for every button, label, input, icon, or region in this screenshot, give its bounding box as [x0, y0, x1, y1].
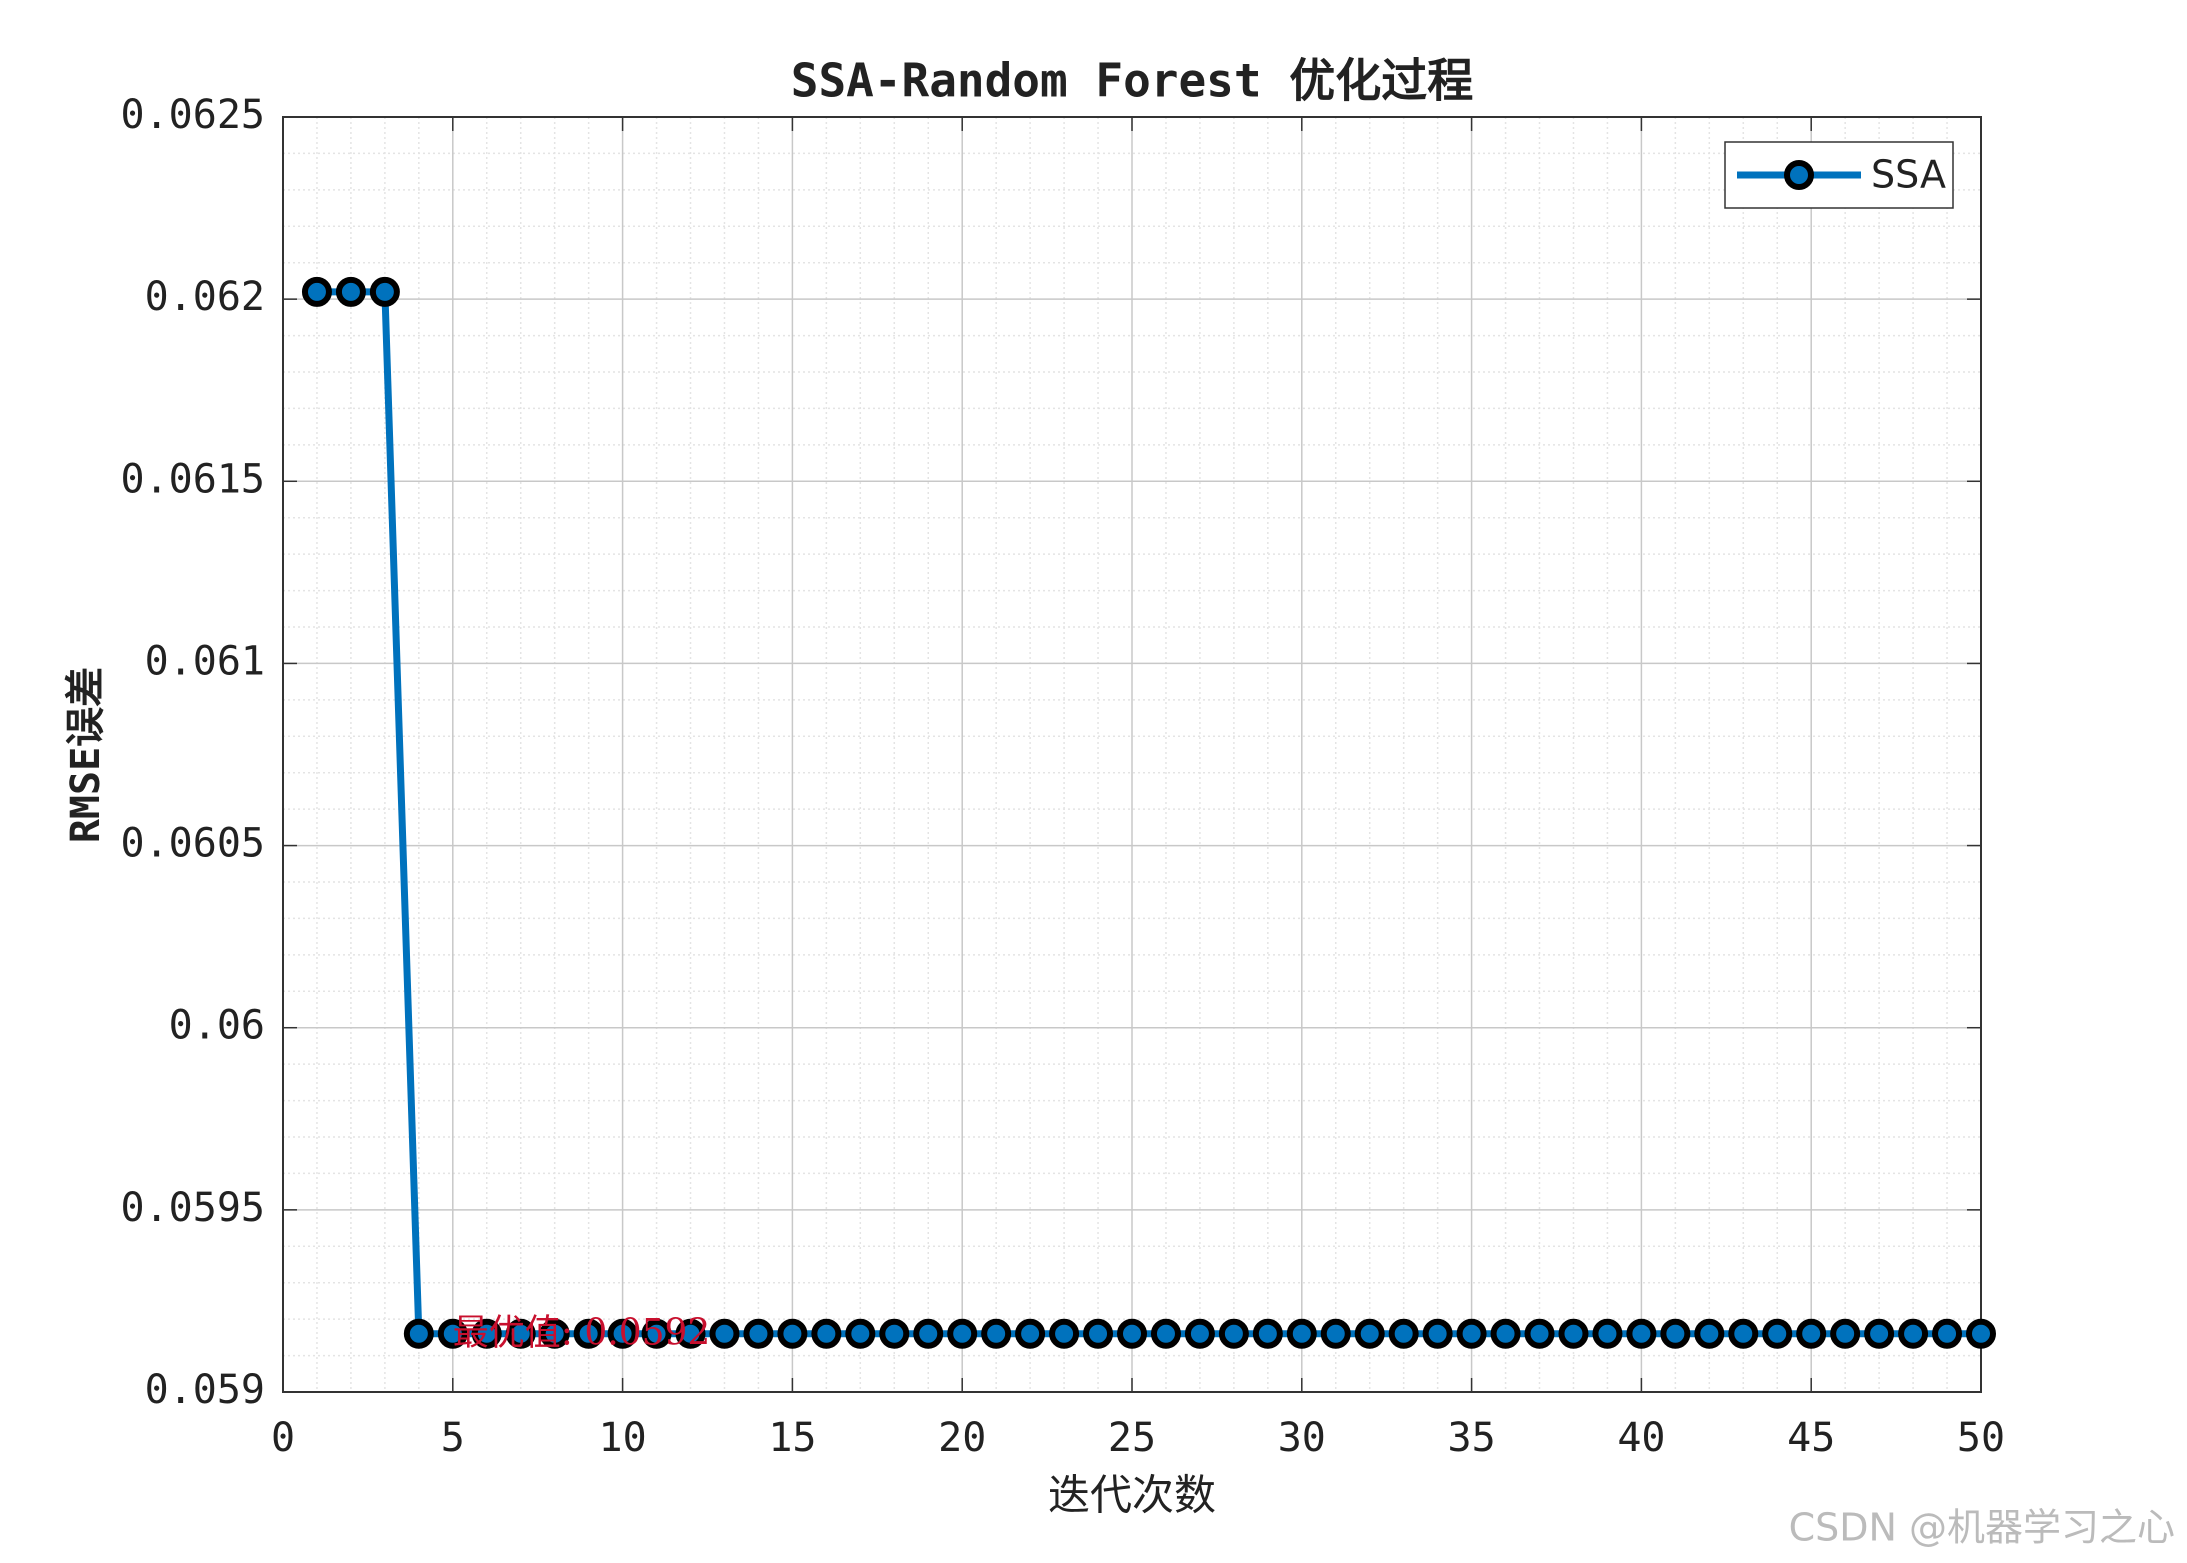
data-point: [1252, 1318, 1283, 1349]
data-point: [743, 1318, 774, 1349]
data-point: [845, 1318, 876, 1349]
data-point: [1218, 1318, 1249, 1349]
x-tick-label: 0: [271, 1415, 295, 1461]
data-point: [1864, 1318, 1895, 1349]
x-tick-label: 45: [1787, 1415, 1835, 1461]
data-point: [539, 1318, 570, 1349]
data-point: [1286, 1318, 1317, 1349]
data-point: [641, 1318, 672, 1349]
data-point: [1932, 1318, 1963, 1349]
data-point: [403, 1318, 434, 1349]
y-tick-label: 0.0605: [121, 821, 266, 867]
data-point: [709, 1318, 740, 1349]
y-tick-label: 0.06: [169, 1003, 265, 1049]
data-point: [879, 1318, 910, 1349]
x-tick-label: 50: [1957, 1415, 2005, 1461]
x-tick-label: 5: [441, 1415, 465, 1461]
data-point: [1015, 1318, 1046, 1349]
y-tick-label: 0.059: [145, 1367, 265, 1413]
chart-title: SSA-Random Forest 优化过程: [791, 54, 1474, 108]
data-point: [811, 1318, 842, 1349]
data-point: [1796, 1318, 1827, 1349]
x-tick-label: 25: [1108, 1415, 1156, 1461]
data-point: [573, 1318, 604, 1349]
legend-label: SSA: [1871, 153, 1946, 197]
data-point: [471, 1318, 502, 1349]
data-point: [1830, 1318, 1861, 1349]
data-point: [1898, 1318, 1929, 1349]
data-point: [777, 1318, 808, 1349]
y-axis-label: RMSE误差: [63, 667, 109, 843]
x-tick-label: 35: [1448, 1415, 1496, 1461]
x-tick-label: 10: [599, 1415, 647, 1461]
data-point: [947, 1318, 978, 1349]
data-point: [1558, 1318, 1589, 1349]
data-point: [505, 1318, 536, 1349]
data-point: [981, 1318, 1012, 1349]
watermark: CSDN @机器学习之心: [1789, 1506, 2175, 1550]
data-point: [1660, 1318, 1691, 1349]
y-tick-label: 0.0625: [121, 92, 266, 138]
y-tick-label: 0.0595: [121, 1185, 266, 1231]
legend-marker: [1784, 160, 1814, 190]
data-point: [1490, 1318, 1521, 1349]
data-point: [675, 1318, 706, 1349]
data-point: [1626, 1318, 1657, 1349]
x-tick-label: 40: [1617, 1415, 1665, 1461]
data-point: [1049, 1318, 1080, 1349]
data-point: [607, 1318, 638, 1349]
data-point: [301, 276, 332, 307]
data-point: [1728, 1318, 1759, 1349]
data-point: [369, 276, 400, 307]
data-point: [1762, 1318, 1793, 1349]
y-tick-label: 0.061: [145, 638, 265, 684]
data-point: [1117, 1318, 1147, 1349]
data-point: [1422, 1318, 1453, 1349]
annotation: 最优值: 0.0592: [453, 1313, 711, 1354]
data-point: [1320, 1318, 1351, 1349]
data-point: [1354, 1318, 1385, 1349]
data-point: [335, 276, 366, 307]
x-axis-label: 迭代次数: [1048, 1471, 1216, 1520]
y-tick-label: 0.062: [145, 274, 265, 320]
data-point: [1456, 1318, 1487, 1349]
x-tick-label: 30: [1278, 1415, 1326, 1461]
data-point: [1694, 1318, 1725, 1349]
x-tick-label: 15: [768, 1415, 816, 1461]
x-tick-label: 20: [938, 1415, 986, 1461]
data-point: [1150, 1318, 1181, 1349]
y-tick-label: 0.0615: [121, 456, 266, 502]
data-point: [1083, 1318, 1114, 1349]
axes-box: [282, 116, 1982, 1393]
data-point: [1388, 1318, 1419, 1349]
data-point: [1524, 1318, 1555, 1349]
data-point: [1592, 1318, 1623, 1349]
data-point: [1966, 1318, 1996, 1349]
data-point: [1184, 1318, 1215, 1349]
data-point: [437, 1318, 468, 1349]
data-point: [913, 1318, 944, 1349]
